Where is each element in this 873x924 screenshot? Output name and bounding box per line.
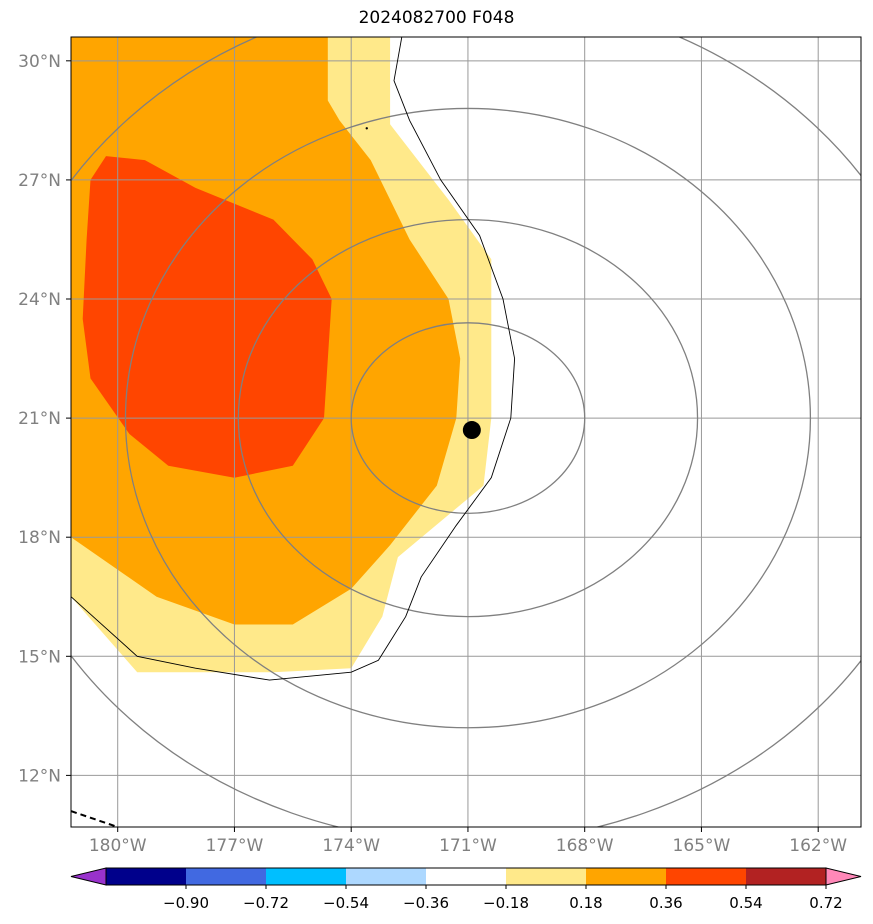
colorbar-segment [666,868,747,885]
y-tick-label: 15°N [18,647,61,667]
thin-boundary-line [71,37,516,681]
colorbar-segment [266,868,347,885]
contour-line [124,107,812,729]
colorbar-tick-label: −0.36 [403,894,449,912]
x-tick-label: 162°W [789,836,847,856]
y-tick-label: 21°N [18,409,61,429]
colorbar-tick-label: 0.72 [809,894,842,912]
colorbar-segment [586,868,667,885]
dashed-boundary-line [71,810,119,827]
x-tick-label: 165°W [673,836,731,856]
y-tick-label: 18°N [18,528,61,548]
center-marker-layer [365,127,481,440]
y-tick-label: 27°N [18,171,61,191]
boundary-lines [71,37,516,827]
colorbar-segment [506,868,587,885]
colorbar-segment [426,868,507,885]
colorbar-tick-label: 0.54 [729,894,762,912]
colorbar-tick-label: −0.90 [163,894,209,912]
colorbar-segment [106,868,187,885]
filled-region [82,156,332,478]
colorbar-frame [105,867,827,886]
colorbar-segment [186,868,267,885]
colorbar-tick-label: 0.36 [649,894,682,912]
x-tick-label: 174°W [322,836,380,856]
y-tick-label: 30°N [18,52,61,72]
colorbar-segment [746,868,827,885]
colorbar-segment [346,868,427,885]
colorbar-tick-label: −0.54 [323,894,369,912]
colorbar-tick-label: −0.72 [243,894,289,912]
x-tick-label: 180°W [89,836,147,856]
contour-line [350,322,586,515]
small-dot-marker [365,127,368,130]
colorbar: −0.90 −0.72 −0.54 −0.36 −0.18 0.18 0.36 0.54 0.7… [70,867,862,912]
x-tick-label: 177°W [206,836,264,856]
y-tick-label: 24°N [18,290,61,310]
colorbar-extend-high [825,867,862,886]
y-tick-label: 12°N [18,766,61,786]
x-axis-ticks: 180°W 177°W 174°W 171°W 168°W 165°W 162°W [89,827,847,856]
x-tick-label: 168°W [556,836,614,856]
colorbar-tick-label: −0.18 [483,894,529,912]
center-marker [462,421,481,440]
y-axis-ticks: 30°N 27°N 24°N 21°N 18°N 15°N 12°N [18,52,71,786]
chart-title: 2024082700 F048 [358,8,515,28]
plot-frame [70,36,862,828]
colorbar-tick-label: 0.18 [569,894,602,912]
colorbar-extend-low [70,867,107,886]
x-tick-label: 171°W [439,836,497,856]
filled-contours [71,37,492,673]
